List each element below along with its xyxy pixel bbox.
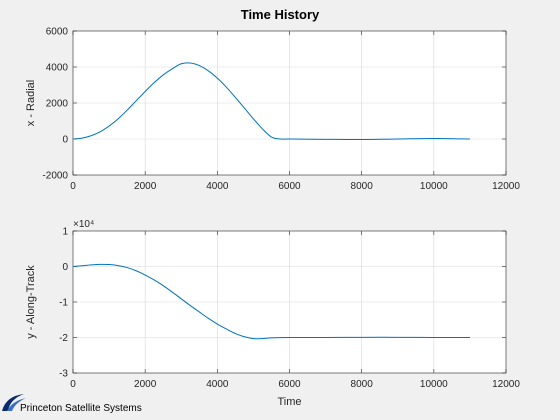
- y-tick-label: -2000: [42, 171, 68, 182]
- axes-y-along-track: 0 2000 4000 6000 8000 10000 12000 -3 -2 -1 0 1 ×10⁴ y…: [25, 219, 520, 408]
- figure-title: Time History: [241, 7, 320, 22]
- series-line: [72, 62, 470, 141]
- y-tick-label: 0: [62, 262, 68, 273]
- y-tick-label: 6000: [46, 27, 69, 38]
- y-tick-label: -3: [59, 369, 68, 380]
- logo-swoosh-inner-icon: [7, 398, 26, 411]
- y-tick-label: 1: [62, 227, 68, 238]
- x-tick-label: 6000: [278, 379, 301, 390]
- x-tick-label: 0: [70, 181, 76, 192]
- x-tick-label: 0: [70, 379, 76, 390]
- y-exponent-label: ×10⁴: [73, 219, 94, 230]
- x-tick-label: 10000: [420, 181, 448, 192]
- x-tick-label: 6000: [278, 181, 301, 192]
- psslogo: Princeton Satellite Systems: [2, 394, 142, 414]
- logo-text: Princeton Satellite Systems: [20, 403, 142, 414]
- x-tick-label: 8000: [351, 181, 374, 192]
- x-tick-label: 12000: [492, 181, 520, 192]
- axes-x-radial: 0 2000 4000 6000 8000 10000 12000-200002000400…: [25, 27, 520, 193]
- logo-swoosh-icon: [2, 394, 24, 411]
- series-line: [72, 263, 470, 340]
- y-tick-label: 4000: [46, 63, 69, 74]
- x-tick-label: 12000: [492, 379, 520, 390]
- y-axis-label: x - Radial: [25, 80, 37, 126]
- x-tick-label: 2000: [134, 181, 157, 192]
- x-tick-label: 4000: [206, 379, 229, 390]
- y-tick-label: -1: [59, 298, 68, 309]
- x-axis-label: Time: [277, 396, 301, 408]
- y-tick-label: -2: [59, 333, 68, 344]
- x-tick-label: 8000: [351, 379, 374, 390]
- x-tick-label: 4000: [206, 181, 229, 192]
- y-axis-label: y - Along-Track: [25, 265, 37, 339]
- y-tick-label: 0: [62, 135, 68, 146]
- x-tick-label: 2000: [134, 379, 157, 390]
- y-tick-label: 2000: [46, 99, 69, 110]
- x-tick-label: 10000: [420, 379, 448, 390]
